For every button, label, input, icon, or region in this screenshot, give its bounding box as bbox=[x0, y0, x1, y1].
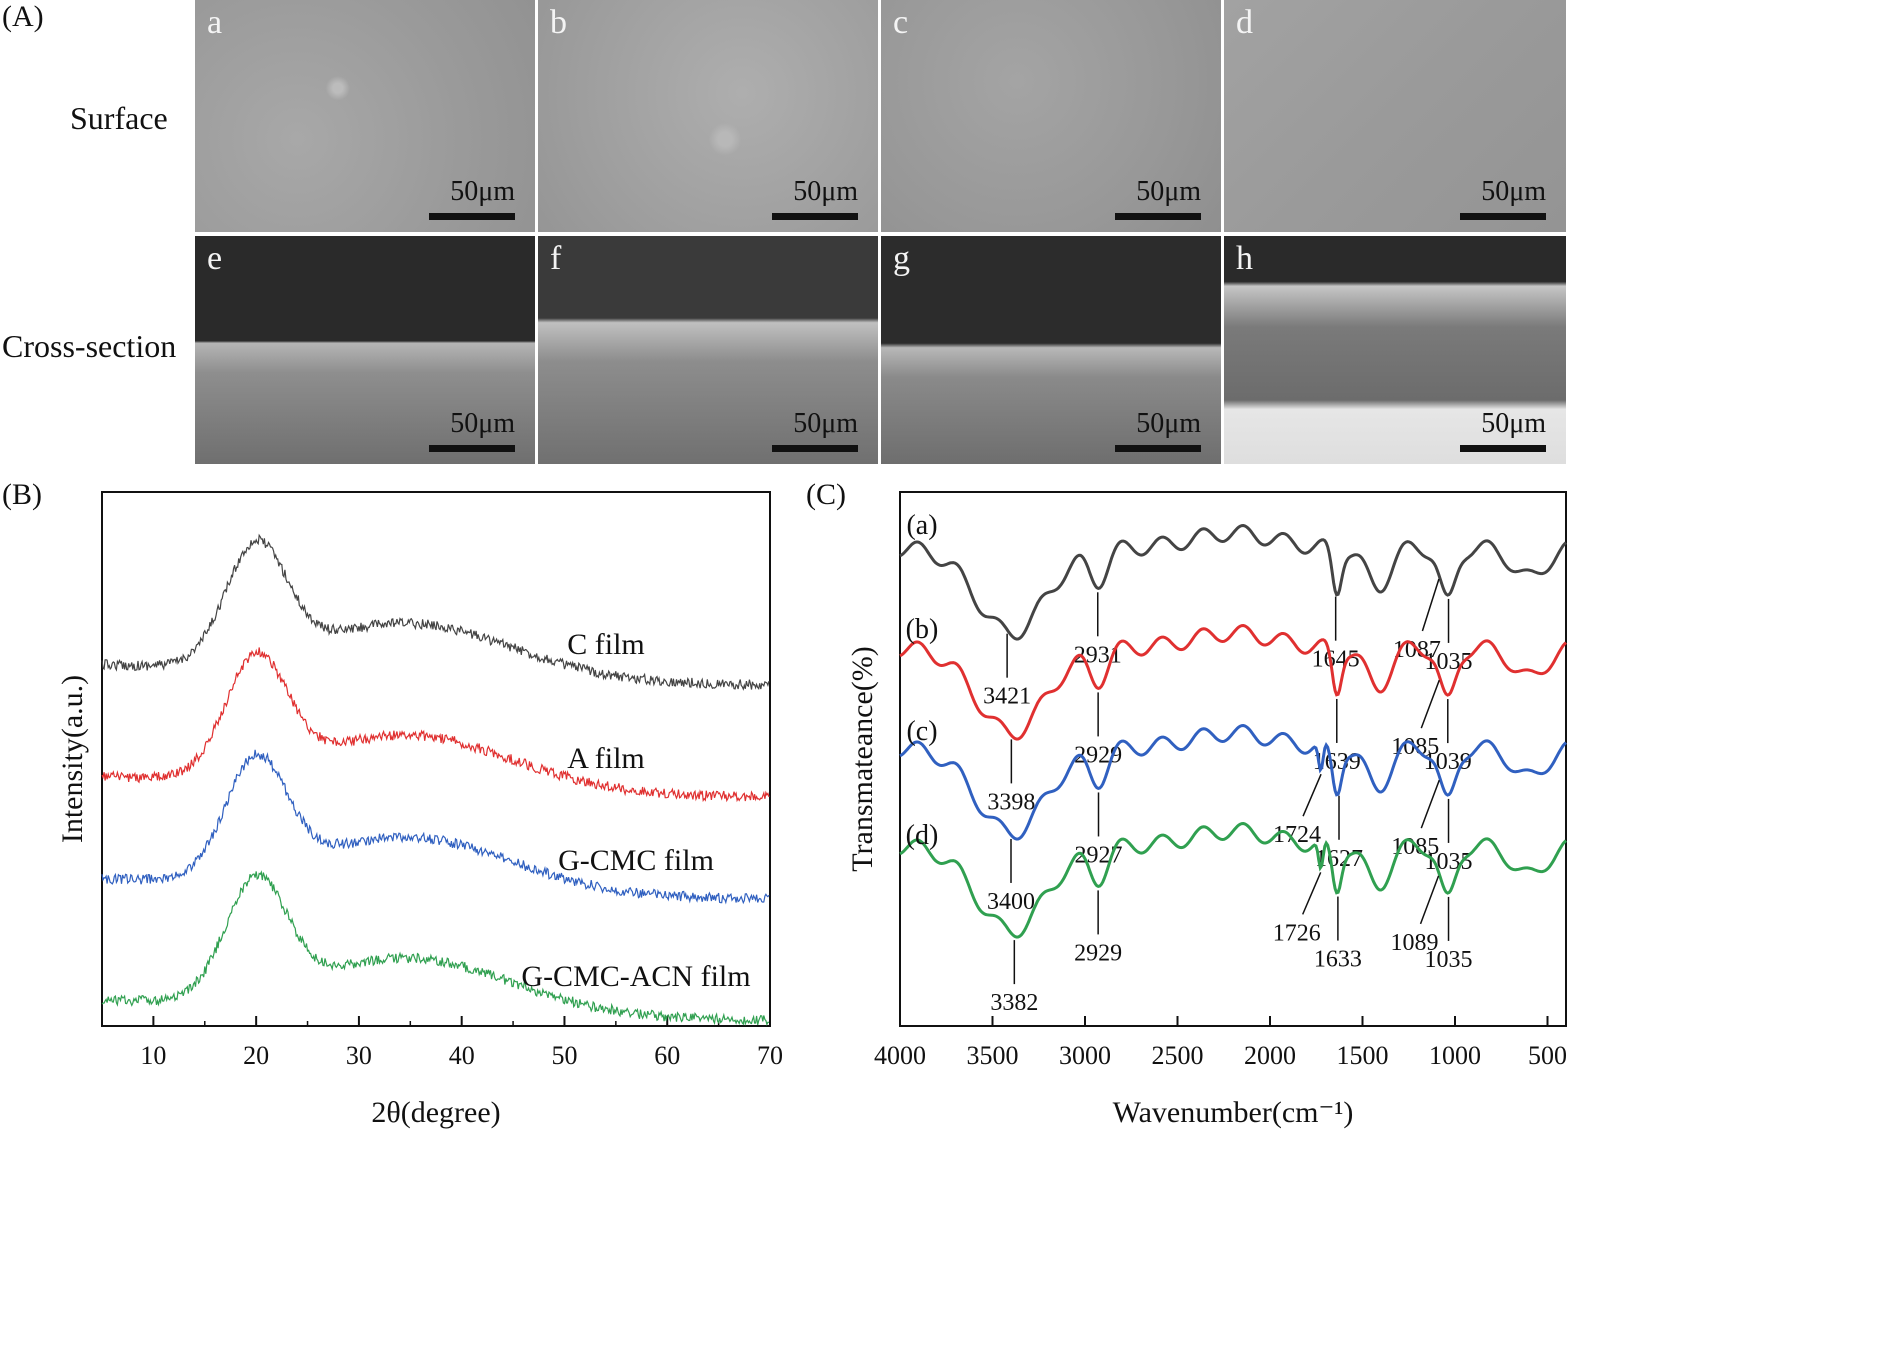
x-tick-label: 30 bbox=[346, 1041, 372, 1070]
peak-label: 1035 bbox=[1425, 947, 1473, 973]
sem-image-d: d 50μm bbox=[1224, 0, 1566, 232]
xrd-series-line-3 bbox=[101, 870, 770, 1027]
x-tick-label: 70 bbox=[757, 1041, 783, 1070]
peak-label: 3382 bbox=[990, 990, 1038, 1016]
plot-frame bbox=[101, 491, 771, 1027]
peak-arrow bbox=[1421, 578, 1440, 632]
scale-bar-label: 50μm bbox=[793, 176, 858, 207]
series-label: G-CMC film bbox=[558, 844, 714, 877]
scale-bar-label: 50μm bbox=[450, 408, 515, 439]
scale-bar bbox=[1115, 445, 1201, 452]
x-tick-label: 40 bbox=[449, 1041, 475, 1070]
x-tick-label: 500 bbox=[1528, 1041, 1567, 1070]
sem-image-b: b 50μm bbox=[538, 0, 878, 232]
ftir-series-line-3 bbox=[899, 821, 1568, 939]
y-axis-label: Transmateance(%) bbox=[846, 646, 879, 871]
scale-bar-label: 50μm bbox=[1481, 408, 1546, 439]
x-tick-label: 2500 bbox=[1152, 1041, 1204, 1070]
sem-image-letter: e bbox=[207, 240, 223, 277]
panel-label-b: (B) bbox=[2, 478, 42, 511]
sem-image-c: c 50μm bbox=[881, 0, 1221, 232]
x-axis-label: Wavenumber(cm⁻¹) bbox=[1113, 1096, 1354, 1129]
scale-bar-label: 50μm bbox=[793, 408, 858, 439]
x-tick-label: 20 bbox=[243, 1041, 269, 1070]
peak-label: 2929 bbox=[1074, 940, 1122, 966]
sem-image-letter: h bbox=[1236, 240, 1253, 277]
y-axis-label: Intensity(a.u.) bbox=[56, 675, 89, 843]
peak-arrow bbox=[1302, 872, 1322, 915]
scale-bar bbox=[772, 213, 858, 220]
ftir-series-line-2 bbox=[899, 723, 1568, 841]
peak-label: 3400 bbox=[987, 889, 1035, 915]
x-tick-label: 3500 bbox=[967, 1041, 1019, 1070]
x-axis-label: 2θ(degree) bbox=[371, 1096, 500, 1129]
scale-bar bbox=[1115, 213, 1201, 220]
peak-arrow bbox=[1420, 679, 1440, 729]
sem-image-letter: f bbox=[550, 240, 562, 277]
peak-label: 3421 bbox=[983, 684, 1031, 710]
x-tick-label: 3000 bbox=[1059, 1041, 1111, 1070]
peak-label: 1089 bbox=[1391, 930, 1439, 956]
series-label: (c) bbox=[906, 716, 937, 747]
scale-bar-label: 50μm bbox=[1481, 176, 1546, 207]
x-tick-label: 1500 bbox=[1337, 1041, 1389, 1070]
peak-arrow bbox=[1419, 875, 1440, 925]
scale-bar bbox=[429, 213, 515, 220]
ftir-series-line-1 bbox=[899, 623, 1568, 741]
peak-arrow bbox=[1420, 779, 1440, 829]
xrd-series-line-1 bbox=[101, 647, 770, 803]
scale-bar bbox=[429, 445, 515, 452]
xrd-series-line-0 bbox=[101, 533, 770, 691]
x-tick-label: 4000 bbox=[874, 1041, 926, 1070]
peak-label: 1035 bbox=[1425, 849, 1473, 875]
sem-image-letter: d bbox=[1236, 4, 1253, 41]
x-tick-label: 1000 bbox=[1429, 1041, 1481, 1070]
sem-image-letter: a bbox=[207, 4, 223, 41]
scale-bar-label: 50μm bbox=[1136, 176, 1201, 207]
xrd-series-line-2 bbox=[101, 749, 770, 905]
panel-label-c: (C) bbox=[806, 478, 846, 511]
scale-bar bbox=[1460, 213, 1546, 220]
x-tick-label: 50 bbox=[551, 1041, 577, 1070]
row-label-cross-section: Cross-section bbox=[2, 328, 177, 364]
xrd-chart: 10 20 30 40 50 60 70 2θ(degree) Intensity(a.u.) C… bbox=[56, 491, 783, 1129]
series-label: G-CMC-ACN film bbox=[521, 960, 750, 993]
panel-label-a: (A) bbox=[2, 0, 44, 33]
scale-bar bbox=[772, 445, 858, 452]
ftir-series-line-0 bbox=[899, 523, 1568, 641]
series-label: A film bbox=[567, 742, 645, 775]
x-tick-label: 2000 bbox=[1244, 1041, 1296, 1070]
series-label: C film bbox=[567, 628, 645, 661]
sem-image-h: h 50μm bbox=[1224, 236, 1566, 464]
series-label: (b) bbox=[906, 614, 939, 645]
scale-bar bbox=[1460, 445, 1546, 452]
peak-label: 1726 bbox=[1273, 920, 1321, 946]
plot-frame bbox=[899, 491, 1567, 1027]
sem-image-e: e 50μm bbox=[195, 236, 535, 464]
peak-label: 1645 bbox=[1312, 647, 1360, 673]
scale-bar-label: 50μm bbox=[450, 176, 515, 207]
peak-label: 3398 bbox=[987, 789, 1035, 815]
sem-image-g: g 50μm bbox=[881, 236, 1221, 464]
sem-image-letter: b bbox=[550, 4, 567, 41]
x-tick-label: 10 bbox=[140, 1041, 166, 1070]
sem-image-letter: g bbox=[893, 240, 910, 277]
sem-image-f: f 50μm bbox=[538, 236, 878, 464]
scale-bar-label: 50μm bbox=[1136, 408, 1201, 439]
series-label: (a) bbox=[906, 510, 937, 541]
row-label-surface: Surface bbox=[70, 100, 168, 136]
sem-image-letter: c bbox=[893, 4, 909, 41]
sem-image-a: a 50μm bbox=[195, 0, 535, 232]
series-label: (d) bbox=[906, 820, 939, 851]
ftir-chart: 4000 3500 3000 2500 2000 1500 1000 500 Wavenumbe… bbox=[846, 491, 1568, 1129]
peak-arrow bbox=[1302, 773, 1322, 817]
peak-label: 1633 bbox=[1314, 947, 1362, 973]
x-tick-label: 60 bbox=[654, 1041, 680, 1070]
